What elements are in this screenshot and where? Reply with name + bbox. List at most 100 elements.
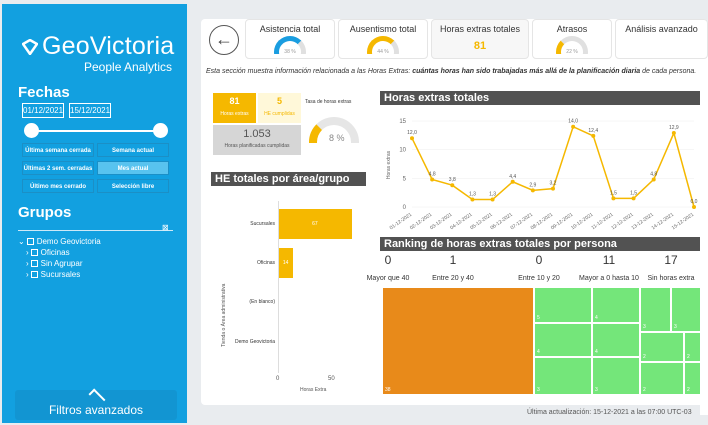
treemap-cell[interactable]: 4 [592,287,640,323]
option-seleccion-libre[interactable]: Selección libre [97,179,169,193]
kpi-he-cumplidas: 5 HE cumplidas [258,93,301,123]
tree-item-sin-agrupar[interactable]: › Sin Agrupar [26,259,83,268]
data-label: 2,9 [529,182,536,188]
date-slider-start-handle[interactable] [24,123,39,138]
data-point [692,205,696,209]
filtros-avanzados-label: Filtros avanzados [48,403,144,417]
data-point [510,179,515,184]
option-ultimas-2-sem[interactable]: Últimas 2 sem. cerradas [22,161,94,175]
data-point [671,131,676,136]
section-description: Esta sección muestra información relacio… [206,68,697,75]
ranking-category-label: Entre 20 y 40 [432,275,474,282]
date-from-field[interactable]: 01/12/2021 [22,103,64,118]
expand-icon[interactable]: › [26,259,29,268]
treemap-cell[interactable]: 2 [684,332,701,362]
tab-asistencia[interactable]: Asistencia total 38 % [245,19,335,59]
last-update-text: Última actualización: 15-12-2021 a las 0… [527,409,692,416]
main-panel: ← Asistencia total 38 % Ausentismo total… [201,19,708,405]
ranking-title: Ranking de horas extras totales por pers… [380,237,700,251]
he-area-row-label: Oficinas [256,260,275,266]
option-ultimo-mes[interactable]: Último mes cerrado [22,179,94,193]
data-point [611,196,616,201]
data-label: 1,3 [469,192,476,198]
treemap-cell[interactable]: 38 [382,287,534,395]
tab-ausentismo[interactable]: Ausentismo total 44 % [338,19,428,59]
ranking-category-label: Mayor a 0 hasta 10 [579,275,639,282]
checkbox[interactable] [30,260,38,267]
data-point [490,197,495,202]
checkbox[interactable] [26,238,34,245]
treemap-cell[interactable]: 4 [534,323,592,357]
checkbox[interactable] [30,249,38,256]
expand-icon[interactable]: › [26,270,29,279]
treemap-cell[interactable]: 2 [640,332,684,362]
data-label: 4,4 [509,174,516,180]
logo-text: GeoVictoria [42,32,175,60]
data-label: 0,0 [691,199,698,205]
he-area-axis-line [278,201,279,373]
data-point [450,183,455,188]
tree-item-oficinas[interactable]: › Oficinas [26,248,70,257]
he-area-tick: 0 [276,376,280,382]
y-tick-label: 10 [399,148,406,154]
tab-atrasos[interactable]: Atrasos 22 % [532,19,612,59]
line-chart-title: Horas extras totales [380,91,700,105]
date-slider-track[interactable] [32,130,162,132]
date-to-field[interactable]: 15/12/2021 [69,103,111,118]
search-icon[interactable]: ⊠ [162,223,169,232]
grupos-search-input[interactable] [18,230,173,231]
treemap-cell[interactable]: 3 [534,357,592,395]
tree-item-sucursales[interactable]: › Sucursales [26,270,81,279]
data-point [470,197,475,202]
data-point [410,136,414,141]
data-label: 1,5 [630,190,637,196]
option-mes-actual[interactable]: Mes actual [97,161,169,175]
data-label: 4,8 [650,171,657,177]
data-label: 12,4 [588,128,598,134]
he-area-row-label: Sucursales [250,221,275,227]
date-slider-end-handle[interactable] [153,123,168,138]
y-axis-label: Horas extras [386,150,392,179]
tab-horas-extras[interactable]: Horas extras totales 81 [431,19,529,59]
ranking-category-label: Sin horas extra [647,275,695,282]
data-point [551,186,555,191]
data-label: 3,8 [449,177,456,183]
collapse-icon[interactable]: ⌄ [18,237,25,246]
he-area-row-label: (En blanco) [249,299,275,305]
he-area-bar[interactable]: 14 [278,248,294,278]
kpi-horas-extras: 81 Horas extras [213,93,256,123]
tree-item-demo[interactable]: ⌄ Demo Geovictoria [18,237,101,246]
treemap-cell[interactable]: 2 [640,362,684,395]
treemap-cell[interactable]: 4 [592,323,640,357]
data-label: 3,2 [550,181,557,187]
treemap-cell[interactable]: 5 [534,287,592,323]
logo: GeoVictoria [22,32,174,61]
he-area-bar[interactable]: 67 [278,209,352,239]
ranking-category-label: Mayor que 40 [366,275,410,282]
he-area-title: HE totales por área/grupo [211,172,366,186]
location-pin-icon [22,39,38,55]
y-tick-label: 5 [403,176,407,182]
ranking-category-label: Entre 10 y 20 [518,275,560,282]
expand-icon[interactable]: › [26,248,29,257]
treemap-cell[interactable]: 3 [640,287,671,332]
back-arrow-button[interactable]: ← [209,25,239,55]
treemap-cell[interactable]: 3 [671,287,701,332]
data-label: 12,0 [407,130,417,136]
filtros-avanzados-button[interactable]: Filtros avanzados [15,388,177,420]
checkbox[interactable] [30,271,38,278]
ranking-count: 0 [384,253,392,267]
treemap-cell[interactable]: 3 [592,357,640,395]
tasa-gauge [309,117,359,143]
tab-analisis-avanzado[interactable]: Análisis avanzado [615,19,708,59]
grupos-tree: ⌄ Demo Geovictoria › Oficinas › Sin Agrupar… [18,236,101,280]
treemap-cell[interactable]: 2 [684,362,701,395]
he-area-tick: 50 [328,376,335,382]
option-semana-actual[interactable]: Semana actual [97,143,169,157]
ranking-count: 17 [664,253,678,267]
option-ultima-semana[interactable]: Última semana cerrada [22,143,94,157]
kpi-horas-planificadas: 1.053 Horas planificadas cumplidas [213,125,301,155]
data-point [651,177,656,182]
y-tick-label: 15 [399,119,406,125]
sidebar: GeoVictoria People Analytics Fechas 01/1… [2,4,187,423]
